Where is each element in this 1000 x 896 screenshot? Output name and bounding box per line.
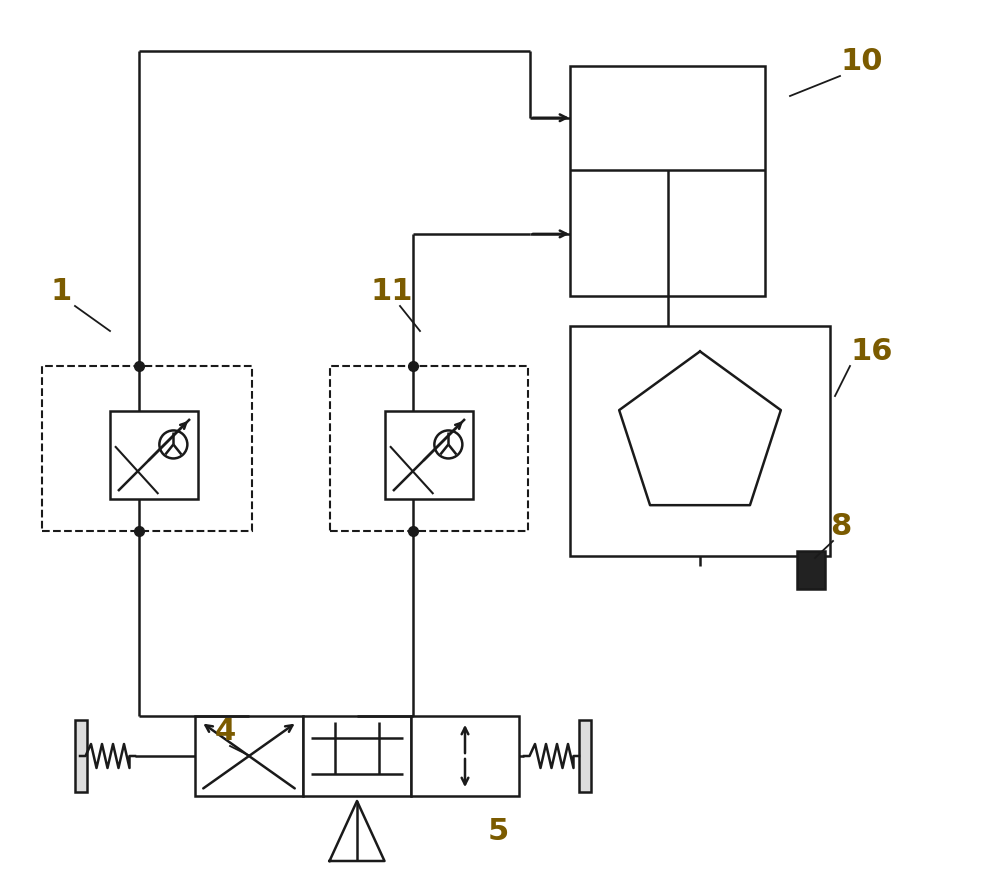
Text: 1: 1 — [50, 277, 71, 306]
Bar — [75, 720, 87, 792]
Text: 16: 16 — [850, 337, 893, 366]
Bar — [797, 551, 825, 589]
Bar — [579, 720, 591, 792]
Text: 10: 10 — [840, 47, 883, 76]
Bar — [570, 326, 830, 556]
Text: 8: 8 — [830, 512, 851, 541]
Bar — [411, 716, 519, 796]
Bar — [42, 366, 252, 531]
Bar — [110, 411, 198, 499]
Bar — [385, 411, 473, 499]
Bar — [195, 716, 303, 796]
Text: 11: 11 — [370, 277, 413, 306]
Bar — [303, 716, 411, 796]
Text: 4: 4 — [215, 717, 236, 746]
Text: 5: 5 — [488, 817, 509, 846]
Bar — [330, 366, 528, 531]
Bar — [570, 66, 765, 296]
